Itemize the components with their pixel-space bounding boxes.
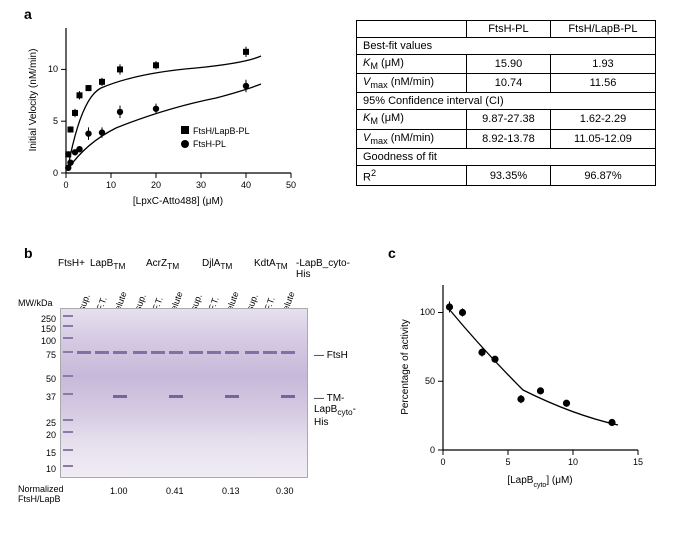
xtick: 40 <box>241 180 251 190</box>
kinetics-table: FtsH-PL FtsH/LapB-PL Best-fit values KM … <box>356 20 656 186</box>
gel-panel: FtsH+ LapBTM AcrZTM DjlATM KdtATM -LapB_… <box>18 258 358 528</box>
cell: 11.05-12.09 <box>550 129 655 148</box>
norm-val: 0.30 <box>276 486 294 496</box>
xtick: 15 <box>633 457 643 467</box>
xlabel: [LpxC-Atto488] (μM) <box>133 196 223 207</box>
ytick: 0 <box>53 168 58 178</box>
section-title: Best-fit values <box>357 38 656 55</box>
norm-val: 0.41 <box>166 486 184 496</box>
cell: 1.93 <box>550 55 655 74</box>
annot-ftsh: — FtsH <box>314 350 348 361</box>
ytick: 0 <box>430 445 435 455</box>
plot-bg <box>443 285 638 450</box>
norm-val: 0.13 <box>222 486 240 496</box>
cell: 9.87-27.38 <box>467 110 551 129</box>
ytick: 10 <box>48 64 58 74</box>
ylabel: Initial Velocity (nM/min) <box>28 49 39 152</box>
cell: 93.35% <box>467 165 551 186</box>
norm-val: 1.00 <box>110 486 128 496</box>
cell: 11.56 <box>550 74 655 93</box>
plot-bg <box>66 28 291 173</box>
col-header: FtsH/LapB-PL <box>550 21 655 38</box>
legend-item: FtsH-PL <box>193 139 226 149</box>
section-title: Goodness of fit <box>357 148 656 165</box>
xtick: 0 <box>440 457 445 467</box>
legend-item: FtsH/LapB-PL <box>193 126 250 136</box>
xtick: 5 <box>505 457 510 467</box>
panel-c-chart: 0 5 10 15 0 50 100 [LapBcyto] (μM) Perce… <box>388 270 658 500</box>
xtick: 30 <box>196 180 206 190</box>
group-suffix: -LapB_cyto-His <box>296 258 358 280</box>
cell: 96.87% <box>550 165 655 186</box>
norm-label: Normalized FtsH/LapB <box>18 484 64 504</box>
ytick: 100 <box>420 307 435 317</box>
gel-image <box>60 308 308 478</box>
panel-label-c: c <box>388 245 396 261</box>
ytick: 5 <box>53 116 58 126</box>
xlabel: [LapBcyto] (μM) <box>507 475 572 489</box>
cell: 10.74 <box>467 74 551 93</box>
mw-title: MW/kDa <box>18 298 53 308</box>
col-header: FtsH-PL <box>467 21 551 38</box>
panel-a-chart: 0 10 20 30 40 50 0 5 10 [LpxC-Atto488] (… <box>18 14 313 209</box>
cell: 8.92-13.78 <box>467 129 551 148</box>
xtick: 50 <box>286 180 296 190</box>
cell: 1.62-2.29 <box>550 110 655 129</box>
annot-tmlapb: — TM-LapBcyto-His <box>314 393 358 428</box>
xtick: 20 <box>151 180 161 190</box>
xtick: 10 <box>568 457 578 467</box>
ftsh-plus: FtsH+ <box>58 258 85 269</box>
ylabel: Percentage of activity <box>400 319 411 415</box>
cell: 15.90 <box>467 55 551 74</box>
xtick: 10 <box>106 180 116 190</box>
section-title: 95% Confidence interval (CI) <box>357 93 656 110</box>
xtick: 0 <box>63 180 68 190</box>
ytick: 50 <box>425 376 435 386</box>
